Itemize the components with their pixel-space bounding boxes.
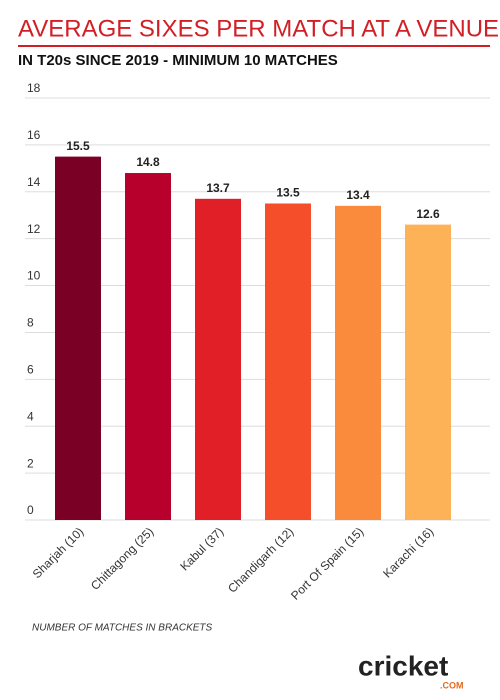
y-tick-label: 14 [27,175,41,189]
bar [405,224,451,520]
y-tick-label: 6 [27,363,34,377]
chart-title: AVERAGE SIXES PER MATCH AT A VENUE [18,15,499,42]
y-tick-label: 4 [27,409,34,423]
logo-sub: .COM [440,680,464,690]
x-tick-label: Port Of Spain (15) [288,524,366,602]
y-tick-label: 18 [27,81,41,95]
logo: cricket [358,650,448,681]
value-label: 14.8 [136,155,160,169]
y-tick-label: 2 [27,456,34,470]
y-tick-label: 12 [27,222,41,236]
y-tick-label: 0 [27,503,34,517]
x-tick-label: Kabul (37) [177,524,226,573]
x-tick-label: Chandigarh (12) [225,524,296,595]
x-tick-label: Chittagong (25) [88,524,156,592]
value-label: 12.6 [416,207,440,221]
value-label: 15.5 [66,139,90,153]
value-label: 13.5 [276,186,300,200]
y-tick-label: 16 [27,128,41,142]
value-label: 13.4 [346,188,370,202]
bar [335,205,381,520]
bar [265,203,311,520]
y-tick-label: 8 [27,316,34,330]
bar [55,156,101,520]
note: NUMBER OF MATCHES IN BRACKETS [32,623,213,634]
bar [195,198,241,521]
bar [125,173,171,520]
y-tick-label: 10 [27,269,41,283]
value-label: 13.7 [206,181,230,195]
chart-subtitle: IN T20s SINCE 2019 - MINIMUM 10 MATCHES [18,52,338,69]
x-tick-label: Karachi (16) [380,524,436,580]
x-tick-label: Sharjah (10) [30,524,87,581]
